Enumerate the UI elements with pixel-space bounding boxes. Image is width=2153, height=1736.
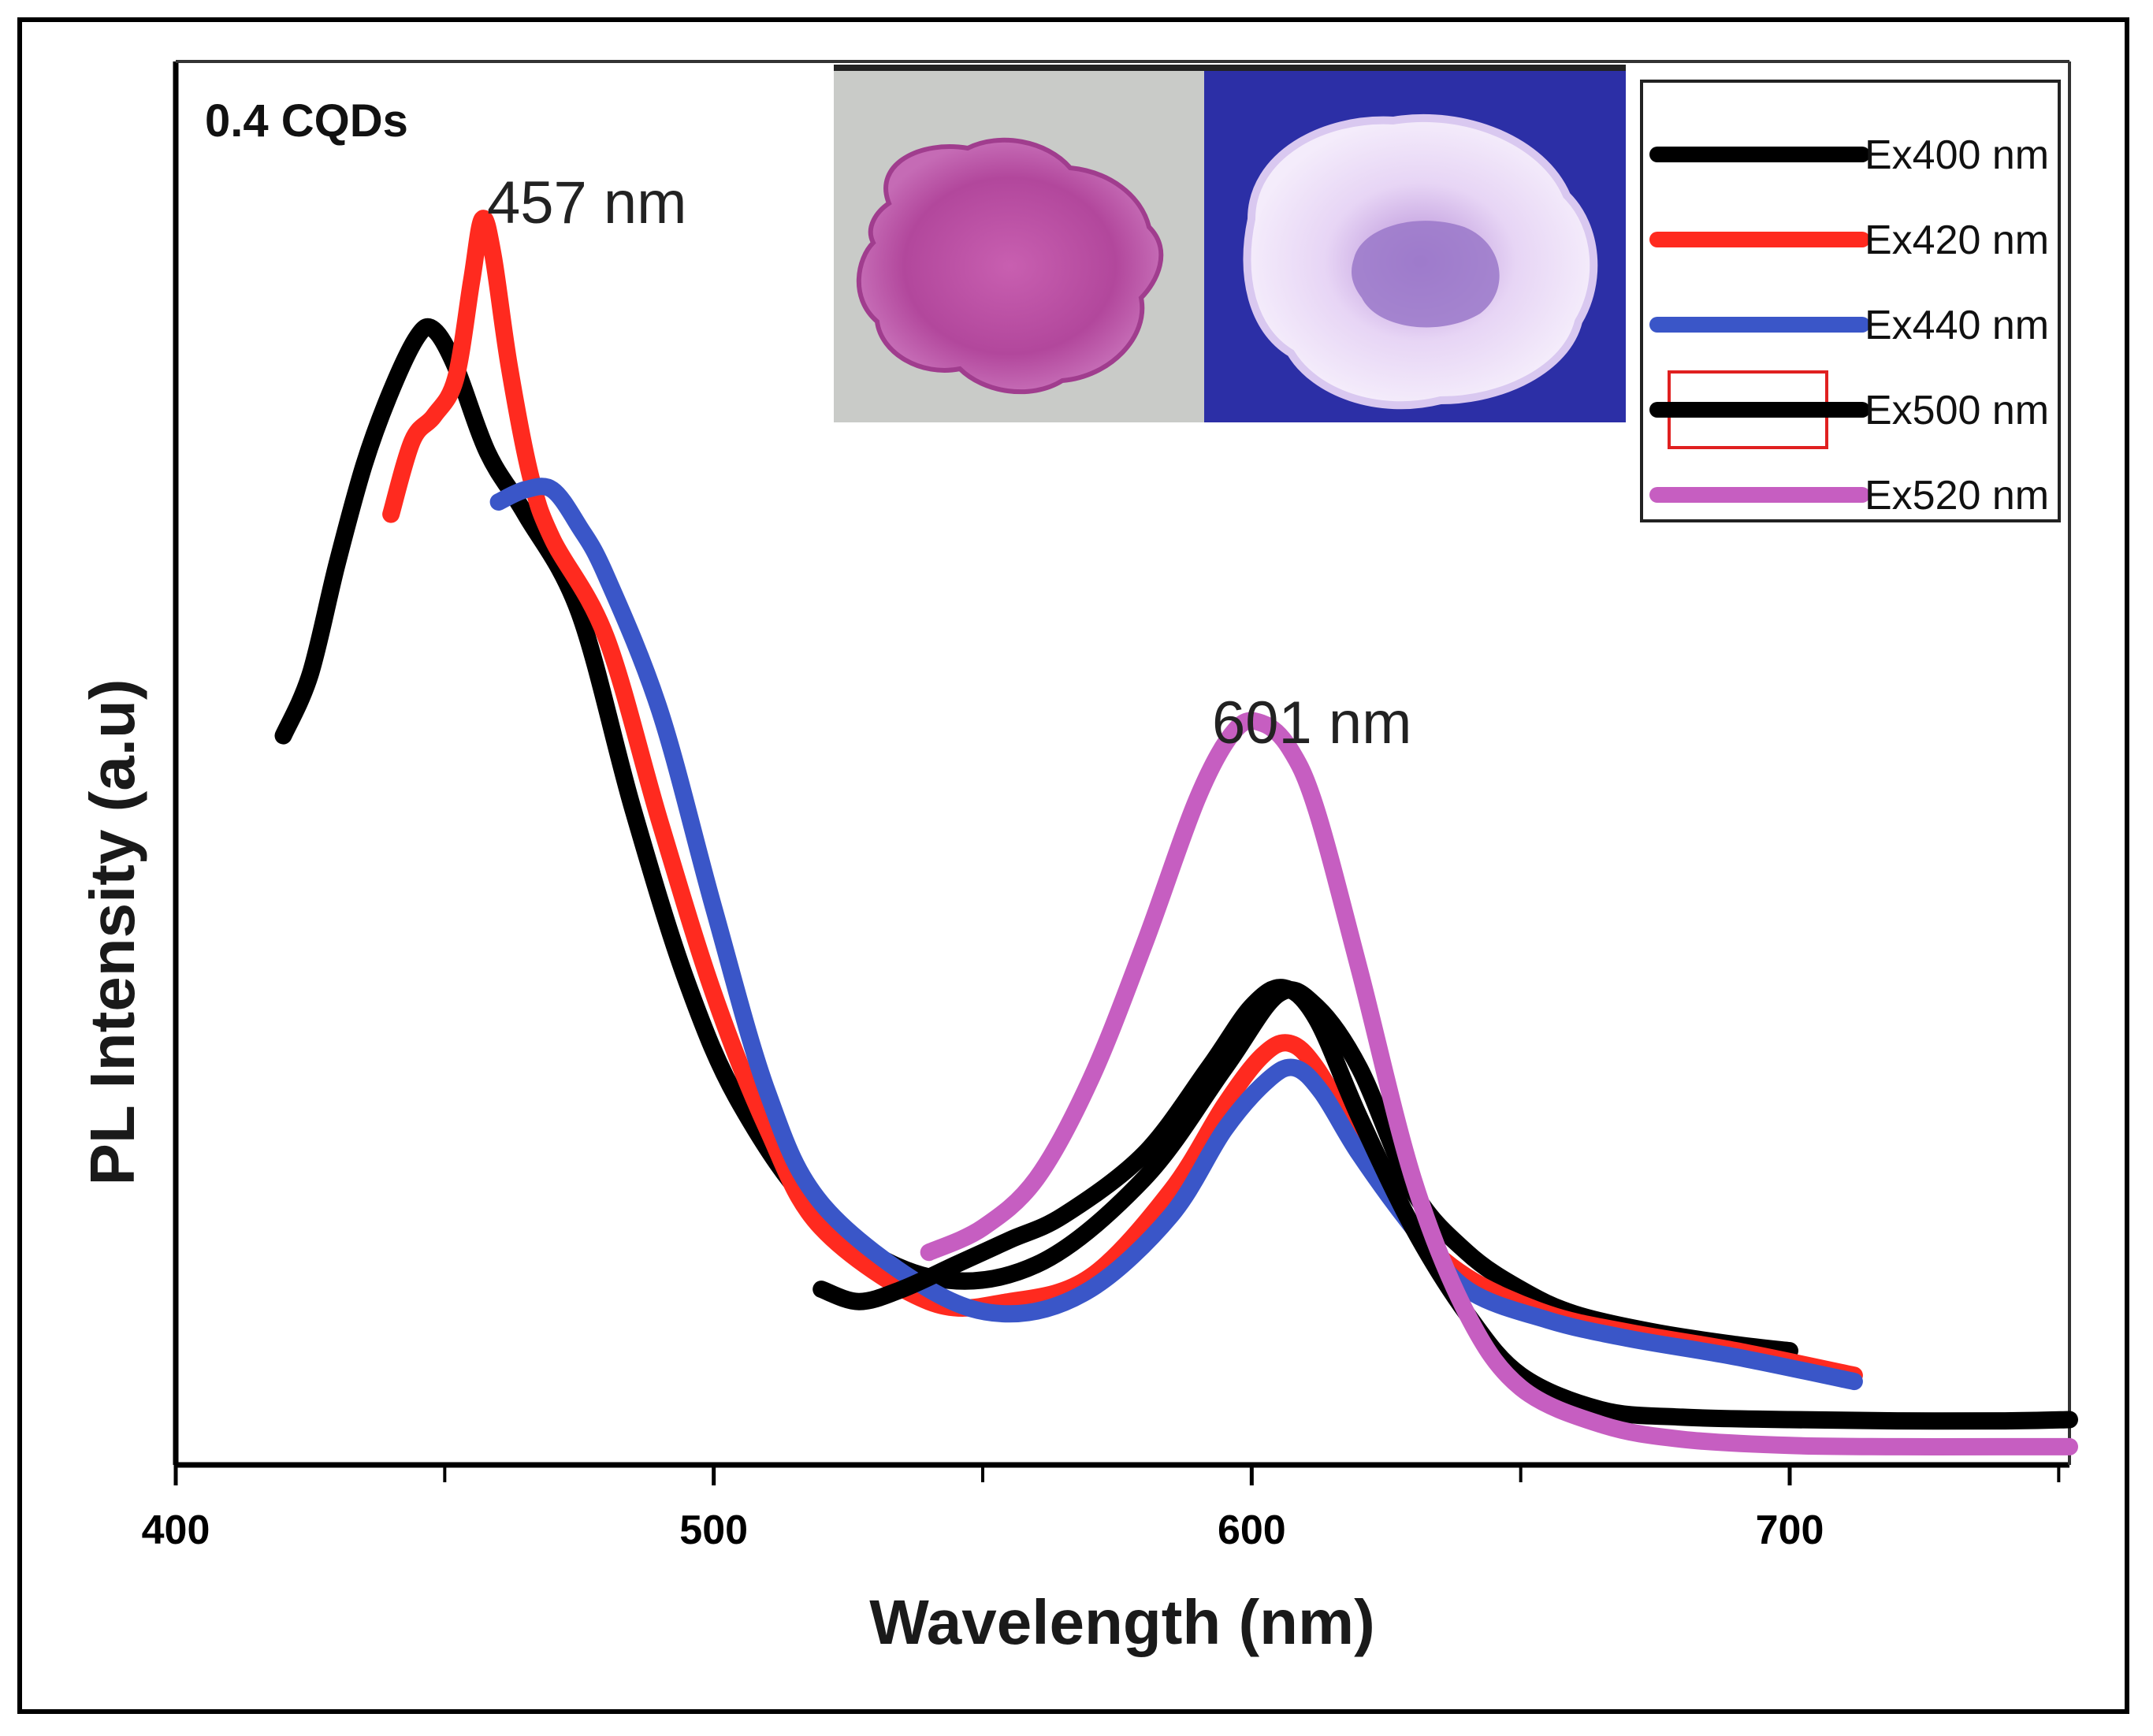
plot-area [173, 60, 2071, 1468]
inset-fluorescence-nucleus [1352, 221, 1500, 328]
chart-canvas: 400 500 600 700 [77, 60, 2078, 1657]
x-tick-label: 400 [142, 1507, 210, 1553]
legend-label: Ex500 nm [1865, 388, 2049, 433]
peak-annotation-601: 601 nm [1212, 690, 1412, 756]
inset-top-bar [834, 65, 1626, 72]
legend: Ex400 nm Ex420 nm Ex440 nm Ex500 nm Ex520 nm [1640, 80, 2061, 522]
legend-label: Ex400 nm [1865, 132, 2049, 178]
x-tick-label: 700 [1756, 1507, 1824, 1553]
legend-label: Ex520 nm [1865, 473, 2049, 519]
series-line-ex520-nm [920, 712, 2078, 1455]
sample-label: 0.4 CQDs [205, 95, 408, 147]
inset-brightfield-cell [856, 137, 1164, 395]
series-line-ex500-nm [812, 979, 2078, 1430]
inset-micrograph [834, 65, 1626, 422]
peak-annotation-457: 457 nm [487, 169, 687, 236]
x-ticks: 400 500 600 700 [142, 1465, 2061, 1553]
chart-frame: 400 500 600 700 [17, 17, 2129, 1714]
series-line-ex400-nm [274, 318, 1798, 1360]
legend-label: Ex420 nm [1865, 217, 2049, 263]
y-axis-title: PL Intensity (a.u) [77, 678, 147, 1185]
legend-label: Ex440 nm [1865, 303, 2049, 348]
x-tick-label: 600 [1218, 1507, 1286, 1553]
series-line-ex440-nm [489, 478, 1863, 1391]
series-group [274, 210, 2078, 1455]
x-tick-label: 500 [679, 1507, 748, 1553]
x-axis-title: Wavelength (nm) [869, 1587, 1374, 1657]
